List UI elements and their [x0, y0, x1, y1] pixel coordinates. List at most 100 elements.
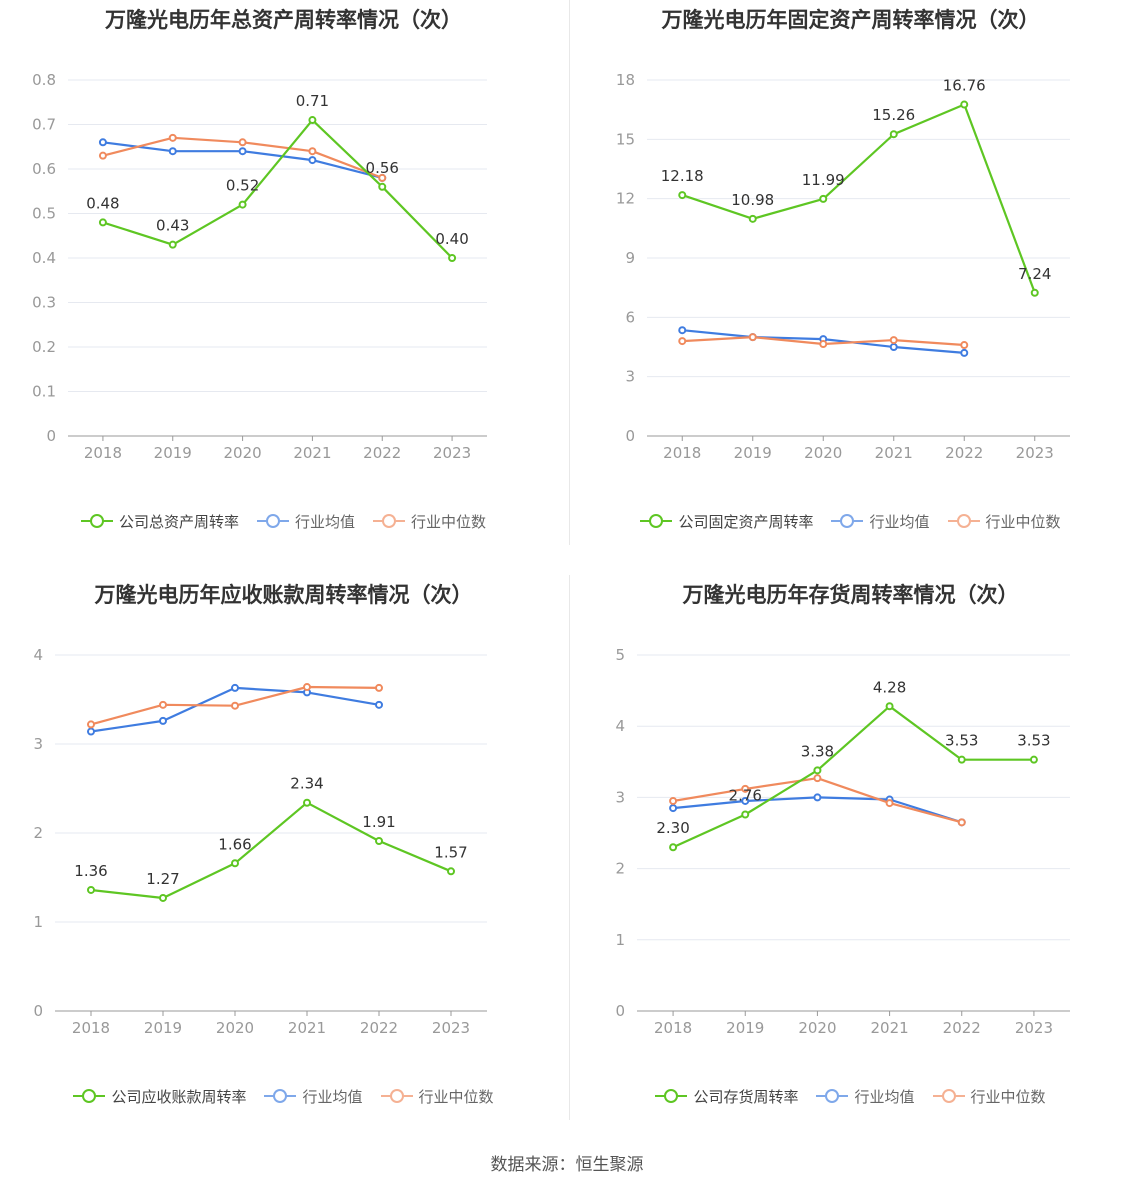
data-point-median: [957, 818, 966, 827]
legend-marker-icon: [73, 1088, 106, 1104]
data-point-company: [231, 859, 239, 868]
legend-item-company[interactable]: 公司总资产周转率: [80, 511, 239, 532]
y-tick-label: 3: [33, 735, 43, 753]
legend-item-avg[interactable]: 行业均值: [816, 1086, 915, 1107]
x-tick-label: 2023: [433, 444, 471, 462]
legend-item-avg[interactable]: 行业均值: [256, 511, 355, 532]
y-tick-label: 0.2: [32, 338, 56, 356]
data-label: 3.53: [945, 732, 978, 750]
legend-item-company[interactable]: 公司应收账款周转率: [73, 1086, 246, 1107]
legend-item-median[interactable]: 行业中位数: [380, 1086, 494, 1107]
data-label: 12.18: [661, 167, 704, 185]
chart-plot: 0 0.1 0.2 0.3 0.4 0.5 0.6 0.7 0.8 2018 2019 2020 202…: [32, 71, 487, 462]
legend-item-median[interactable]: 行业中位数: [932, 1086, 1046, 1107]
y-tick-label: 0: [625, 427, 635, 445]
legend-item-median[interactable]: 行业中位数: [947, 511, 1061, 532]
x-tick-label: 2022: [943, 1019, 981, 1037]
x-tick-label: 2019: [144, 1019, 182, 1037]
y-tick-label: 0: [33, 1002, 43, 1020]
data-point-company: [378, 182, 387, 191]
x-tick-label: 2022: [945, 444, 983, 462]
data-label: 2.34: [290, 775, 323, 793]
data-point-median: [378, 173, 387, 182]
data-point-company: [168, 240, 177, 249]
data-label: 0.52: [226, 177, 259, 195]
data-point-median: [678, 337, 687, 346]
legend-item-median[interactable]: 行业中位数: [373, 511, 486, 532]
y-tick-label: 15: [616, 130, 635, 148]
legend-marker-icon: [256, 513, 289, 529]
legend-marker-icon: [947, 513, 980, 529]
legend-label: 公司应收账款周转率: [111, 1087, 247, 1106]
x-tick-label: 2020: [798, 1019, 836, 1037]
x-tick-label: 2019: [734, 444, 772, 462]
data-label: 11.99: [802, 171, 845, 189]
legend-label: 行业均值: [854, 1087, 915, 1106]
chart-plot: 0 1 2 3 4 2018 2019 2020 2021 2022 2023 1.36 1.27 1.6…: [33, 646, 487, 1037]
x-tick-label: 2020: [804, 444, 842, 462]
data-point-avg: [98, 138, 107, 147]
data-point-company: [957, 755, 966, 764]
y-tick-label: 2: [33, 824, 43, 842]
data-point-company: [238, 200, 247, 209]
legend-label: 行业均值: [869, 512, 930, 531]
data-point-median: [813, 774, 822, 783]
chart-panel-inventory: 万隆光电历年存货周转率情况（次） 0 1 2 3 4 5 2018 2019 2020 2021 2…: [567, 575, 1134, 1150]
y-tick-label: 4: [33, 646, 43, 664]
x-tick-label: 2021: [288, 1019, 326, 1037]
x-tick-label: 2023: [432, 1019, 470, 1037]
data-point-median: [669, 796, 678, 805]
chart-legend: 公司应收账款周转率 行业均值 行业中位数: [0, 1083, 567, 1109]
x-tick-label: 2018: [654, 1019, 692, 1037]
chart-title: 万隆光电历年存货周转率情况（次）: [682, 583, 1019, 607]
x-tick-label: 2020: [216, 1019, 254, 1037]
data-label: 15.26: [872, 106, 915, 124]
legend-label: 公司存货周转率: [693, 1087, 799, 1106]
data-point-median: [168, 133, 177, 142]
legend-item-avg[interactable]: 行业均值: [264, 1086, 363, 1107]
legend-marker-icon: [816, 1088, 849, 1104]
data-point-avg: [889, 343, 898, 351]
data-label: 0.56: [366, 159, 399, 177]
legend-marker-icon: [264, 1088, 297, 1104]
data-point-avg: [669, 804, 678, 813]
data-label: 16.76: [943, 77, 986, 95]
y-tick-label: 6: [625, 308, 635, 326]
data-point-company: [889, 130, 898, 139]
legend-marker-icon: [932, 1088, 965, 1104]
data-label: 1.36: [74, 862, 107, 880]
data-point-company: [303, 798, 311, 807]
legend-label: 行业中位数: [411, 512, 487, 531]
legend-item-company[interactable]: 公司存货周转率: [655, 1086, 798, 1107]
data-point-company: [448, 254, 457, 262]
legend-label: 行业均值: [302, 1087, 363, 1106]
data-point-median: [375, 683, 383, 692]
data-label: 0.40: [435, 230, 468, 248]
data-label: 1.66: [218, 835, 251, 853]
series-line-company: [681, 103, 1036, 294]
data-label: 0.71: [296, 92, 329, 110]
data-point-company: [1029, 755, 1038, 764]
x-tick-label: 2021: [875, 444, 913, 462]
chart-plot: 0 1 2 3 4 5 2018 2019 2020 2021 2022 2023 2.30 2.76 3.…: [615, 646, 1070, 1037]
data-point-company: [819, 194, 828, 203]
y-tick-label: 0.3: [32, 294, 56, 312]
legend-marker-icon: [80, 513, 113, 529]
data-point-avg: [87, 727, 95, 736]
legend-label: 行业中位数: [418, 1087, 494, 1106]
x-tick-label: 2021: [870, 1019, 908, 1037]
legend-item-company[interactable]: 公司固定资产周转率: [640, 511, 813, 532]
data-point-company: [741, 810, 750, 819]
legend-label: 公司固定资产周转率: [678, 512, 814, 531]
chart-title: 万隆光电历年总资产周转率情况（次）: [105, 8, 462, 32]
y-tick-label: 1: [615, 931, 625, 949]
y-tick-label: 5: [615, 646, 625, 664]
legend-item-avg[interactable]: 行业均值: [831, 511, 930, 532]
data-point-avg: [741, 796, 750, 805]
y-tick-label: 3: [625, 368, 635, 386]
chart-legend: 公司总资产周转率 行业均值 行业中位数: [0, 508, 567, 534]
series-line-company: [90, 801, 452, 900]
chart-title: 万隆光电历年固定资产周转率情况（次）: [661, 8, 1040, 32]
data-point-median: [748, 333, 757, 342]
legend-label: 行业均值: [294, 512, 355, 531]
